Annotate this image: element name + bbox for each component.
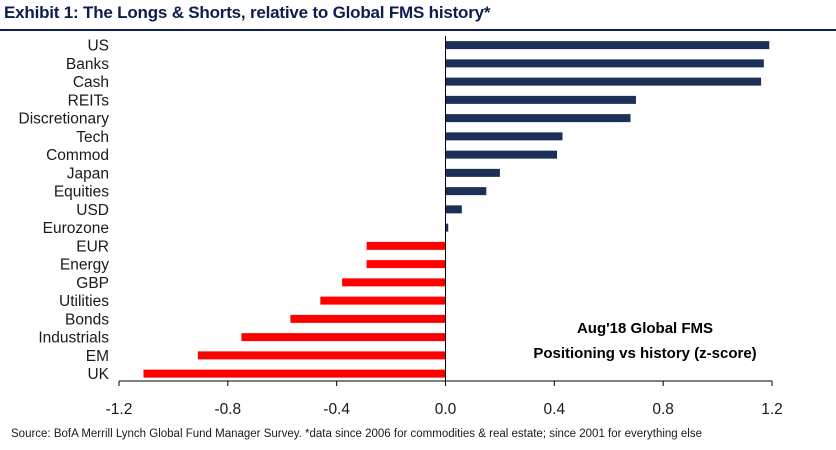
bar-discretionary [445, 114, 631, 123]
bar-reits [445, 95, 636, 104]
bar-banks [445, 59, 764, 68]
bar-bonds [290, 314, 446, 323]
category-label-gbp: GBP [76, 275, 109, 292]
bars-group [143, 41, 770, 378]
category-label-energy: Energy [60, 257, 109, 274]
bar-industrials [241, 333, 446, 342]
chart-annotation-line-1: Aug'18 Global FMS [577, 320, 713, 337]
bar-equities [445, 187, 487, 196]
x-tick-label: -0.8 [214, 401, 241, 418]
category-label-us: US [87, 38, 109, 55]
category-label-usd: USD [76, 202, 109, 219]
x-axis: -1.2 -0.8 -0.4 0.0 0.4 0.8 1.2 [106, 36, 783, 418]
bar-us [445, 41, 770, 50]
category-label-banks: Banks [66, 56, 109, 73]
x-tick-label: 0.4 [544, 401, 566, 418]
chart-title: Exhibit 1: The Longs & Shorts, relative … [4, 3, 491, 22]
x-tick-label: 0.0 [435, 401, 457, 418]
x-tick-label: 1.2 [761, 401, 783, 418]
bar-gbp [342, 278, 446, 287]
category-label-discretionary: Discretionary [19, 111, 110, 128]
category-label-commod: Commod [46, 147, 109, 164]
category-label-bonds: Bonds [65, 311, 109, 328]
x-tick-label: 0.8 [652, 401, 674, 418]
bar-eur [366, 241, 446, 250]
bar-uk [143, 369, 446, 378]
category-label-utilities: Utilities [59, 293, 109, 310]
bar-commod [445, 150, 558, 159]
x-tick-label: -0.4 [323, 401, 350, 418]
bar-eurozone [445, 223, 449, 232]
chart-annotation-line-2: Positioning vs history (z-score) [533, 345, 756, 362]
category-label-cash: Cash [73, 74, 109, 91]
source-note: Source: BofA Merrill Lynch Global Fund M… [11, 428, 702, 440]
bar-japan [445, 168, 500, 177]
title-divider [0, 29, 836, 31]
bar-usd [445, 205, 462, 214]
bar-em [197, 351, 446, 360]
bar-utilities [320, 296, 446, 305]
category-label-tech: Tech [76, 129, 109, 146]
bar-tech [445, 132, 563, 141]
category-label-eur: EUR [76, 238, 109, 255]
category-label-japan: Japan [67, 165, 109, 182]
category-label-industrials: Industrials [38, 330, 109, 347]
category-label-eurozone: Eurozone [43, 220, 109, 237]
category-label-reits: REITs [68, 92, 110, 109]
category-label-uk: UK [87, 366, 109, 383]
bar-energy [366, 260, 446, 269]
category-label-em: EM [86, 348, 109, 365]
category-label-equities: Equities [54, 184, 109, 201]
x-tick-label: -1.2 [106, 401, 133, 418]
bar-cash [445, 77, 762, 86]
